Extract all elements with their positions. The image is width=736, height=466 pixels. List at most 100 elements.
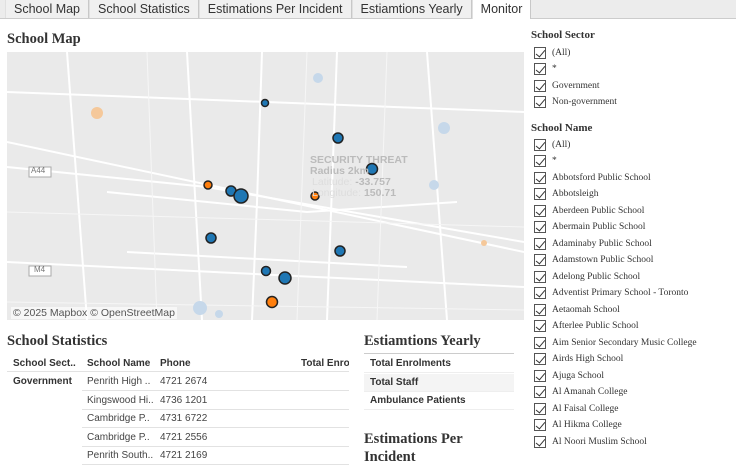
checkbox-checked-icon[interactable]	[534, 79, 546, 92]
checkbox-checked-icon[interactable]	[534, 402, 546, 415]
checkbox-checked-icon[interactable]	[534, 63, 546, 75]
filter-option[interactable]: Abermain Public School	[534, 220, 645, 235]
government-school-marker[interactable]	[260, 98, 270, 108]
checkbox-checked-icon[interactable]	[534, 353, 546, 365]
filter-option-label: Al Hikma College	[552, 420, 622, 430]
filter-option[interactable]: *	[534, 154, 557, 169]
filter-option[interactable]: Afterlee Public School	[534, 319, 639, 334]
map-attribution[interactable]: © 2025 Mapbox © OpenStreetMap	[11, 307, 177, 319]
checkbox-checked-icon[interactable]	[534, 419, 546, 431]
government-school-marker[interactable]	[332, 132, 344, 144]
filter-option[interactable]: Non-government	[534, 95, 617, 110]
filter-option[interactable]: Al Amanah College	[534, 385, 627, 400]
phone-cell: 4721 2674	[160, 376, 208, 387]
yearly-title: Estiamtions Yearly	[364, 333, 481, 349]
tab-estiamtions-yearly[interactable]: Estiamtions Yearly	[351, 0, 472, 18]
non-government-school-marker[interactable]	[310, 191, 320, 201]
filter-option-label: Aberdeen Public School	[552, 205, 645, 216]
filter-option[interactable]: Government	[534, 78, 600, 93]
checkbox-checked-icon[interactable]	[534, 254, 546, 266]
tab-school-map[interactable]: School Map	[5, 0, 90, 18]
non-government-school-marker[interactable]	[203, 180, 213, 190]
school-name-cell[interactable]: Kingswood Hi..	[87, 394, 154, 406]
checkbox-checked-icon[interactable]	[534, 96, 546, 108]
filter-option[interactable]: *	[534, 62, 557, 77]
filter-option[interactable]: Abbotsleigh	[534, 187, 598, 202]
filter-option[interactable]: Aim Senior Secondary Music College	[534, 335, 697, 350]
checkbox-checked-icon[interactable]	[534, 320, 546, 332]
government-school-marker[interactable]	[365, 162, 379, 176]
school-name-cell[interactable]: Penrith South..	[87, 450, 154, 461]
checkbox-checked-icon[interactable]	[534, 369, 546, 382]
checkbox-checked-icon[interactable]	[534, 204, 546, 217]
filter-option[interactable]: Al Faisal College	[534, 401, 619, 416]
road-label: M4	[34, 265, 46, 274]
checkbox-checked-icon[interactable]	[534, 46, 546, 59]
col-header-enrolments[interactable]: Total Enro	[301, 358, 349, 369]
filtered-school-marker[interactable]	[193, 301, 207, 315]
col-header-sector[interactable]: School Sect..	[13, 358, 76, 369]
filter-option[interactable]: Abbotsford Public School	[534, 170, 651, 185]
tab-monitor[interactable]: Monitor	[471, 0, 532, 19]
checkbox-checked-icon[interactable]	[534, 336, 546, 349]
school-name-cell[interactable]: Cambridge P..	[87, 431, 150, 443]
yearly-row-label: Ambulance Patients	[370, 395, 466, 406]
filtered-school-marker[interactable]	[429, 180, 439, 190]
tab-school-statistics[interactable]: School Statistics	[89, 0, 199, 18]
government-school-marker[interactable]	[205, 232, 217, 244]
checkbox-checked-icon[interactable]	[534, 237, 546, 250]
filter-option[interactable]: Ajuga School	[534, 368, 604, 383]
checkbox-checked-icon[interactable]	[534, 386, 546, 398]
school-map[interactable]: A44 M4 SECURITY THREAT Radius 2km Latitu…	[7, 52, 524, 320]
filtered-school-marker[interactable]	[481, 240, 487, 246]
road-shield-m4	[28, 265, 52, 277]
phone-cell: 4731 6722	[160, 413, 208, 424]
checkbox-checked-icon[interactable]	[534, 138, 546, 151]
filter-option-label: *	[552, 156, 557, 166]
filter-option[interactable]: Adamstown Public School	[534, 253, 653, 268]
checkbox-checked-icon[interactable]	[534, 287, 546, 299]
filter-option-label: (All)	[552, 139, 571, 150]
filter-option[interactable]: Adelong Public School	[534, 269, 640, 284]
government-school-marker[interactable]	[334, 245, 346, 257]
school-name-cell[interactable]: Cambridge P..	[87, 413, 150, 424]
filtered-school-marker[interactable]	[438, 122, 450, 134]
government-school-marker[interactable]	[260, 265, 272, 277]
filter-option[interactable]: Adventist Primary School - Toronto	[534, 286, 688, 301]
col-header-phone[interactable]: Phone	[160, 358, 191, 369]
tab-bar: School Map School Statistics Estimations P…	[0, 0, 736, 19]
sector-filter-title: School Sector	[531, 29, 595, 41]
filter-option[interactable]: Al Hikma College	[534, 418, 622, 433]
map-background	[7, 52, 524, 320]
filter-option[interactable]: Airds High School	[534, 352, 623, 367]
threat-title: SECURITY THREAT	[310, 154, 408, 166]
checkbox-checked-icon[interactable]	[534, 188, 546, 200]
filter-option[interactable]: (All)	[534, 45, 570, 60]
government-school-marker[interactable]	[278, 271, 292, 285]
non-government-school-marker[interactable]	[265, 295, 279, 309]
tab-estimations-per-incident[interactable]: Estimations Per Incident	[198, 0, 352, 18]
filter-option-label: Government	[552, 80, 600, 91]
school-name-cell[interactable]: Penrith High ..	[87, 376, 151, 387]
road-label: A44	[31, 166, 46, 175]
filtered-school-marker[interactable]	[313, 73, 323, 83]
yearly-row-label: Total Enrolments	[370, 358, 451, 369]
col-header-name[interactable]: School Name	[87, 358, 151, 369]
filter-option[interactable]: Adaminaby Public School	[534, 236, 652, 251]
checkbox-checked-icon[interactable]	[534, 435, 546, 448]
yearly-row-label: Total Staff	[370, 376, 419, 388]
filtered-school-marker[interactable]	[215, 310, 223, 318]
filter-option[interactable]: (All)	[534, 137, 570, 152]
filter-option-label: Airds High School	[552, 354, 624, 364]
checkbox-checked-icon[interactable]	[534, 221, 546, 233]
checkbox-checked-icon[interactable]	[534, 303, 546, 316]
checkbox-checked-icon[interactable]	[534, 270, 546, 283]
threat-overlay: SECURITY THREAT Radius 2km Latitude: -33…	[310, 155, 408, 199]
filter-option[interactable]: Aberdeen Public School	[534, 203, 644, 218]
filtered-school-marker[interactable]	[91, 107, 103, 119]
filter-option[interactable]: Aetaomah School	[534, 302, 620, 317]
checkbox-checked-icon[interactable]	[534, 171, 546, 184]
government-school-marker[interactable]	[233, 188, 249, 204]
checkbox-checked-icon[interactable]	[534, 155, 546, 167]
filter-option[interactable]: Al Noori Muslim School	[534, 434, 647, 449]
